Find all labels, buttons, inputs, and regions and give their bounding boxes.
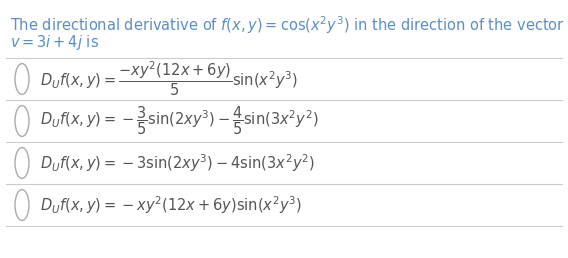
Text: $v = 3i + 4j$ is: $v = 3i + 4j$ is [10, 33, 99, 52]
Text: The directional derivative of $f(x, y) = \cos(x^2y^3)$ in the direction of the v: The directional derivative of $f(x, y) =… [10, 14, 565, 36]
Text: $D_U f(x, y) = \dfrac{-xy^2(12x+6y)}{5}\sin(x^2y^3)$: $D_U f(x, y) = \dfrac{-xy^2(12x+6y)}{5}\… [40, 60, 298, 98]
Text: $D_U f(x, y) = -\dfrac{3}{5}\sin(2xy^3) - \dfrac{4}{5}\sin(3x^2y^2)$: $D_U f(x, y) = -\dfrac{3}{5}\sin(2xy^3) … [40, 105, 319, 137]
Text: $D_U f(x, y) = -xy^2(12x + 6y)\sin(x^2y^3)$: $D_U f(x, y) = -xy^2(12x + 6y)\sin(x^2y^… [40, 194, 302, 216]
Text: $D_U f(x, y) = -3\sin(2xy^3) - 4\sin(3x^2y^2)$: $D_U f(x, y) = -3\sin(2xy^3) - 4\sin(3x^… [40, 152, 315, 174]
